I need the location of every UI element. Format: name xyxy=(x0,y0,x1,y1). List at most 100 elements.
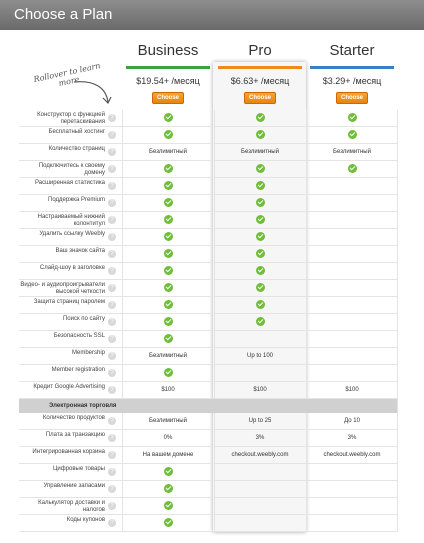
help-icon[interactable]: ? xyxy=(108,434,116,442)
column-divider xyxy=(122,110,123,532)
check-icon xyxy=(163,367,173,377)
help-icon[interactable]: ? xyxy=(108,519,116,527)
check-icon xyxy=(255,231,265,241)
table-row: Плата за транзакцию? 0% 3% 3% xyxy=(19,430,397,447)
plan-price: $19.54+ /месяц xyxy=(136,76,200,86)
help-icon[interactable]: ? xyxy=(108,216,116,224)
help-icon[interactable]: ? xyxy=(108,284,116,292)
help-icon[interactable]: ? xyxy=(108,148,116,156)
help-icon[interactable]: ? xyxy=(108,199,116,207)
check-icon xyxy=(255,197,265,207)
feature-value: Безлимитный xyxy=(149,353,187,359)
table-row: Слайд-шоу в заголовке? xyxy=(19,263,397,280)
help-icon[interactable]: ? xyxy=(108,468,116,476)
feature-value xyxy=(307,195,397,212)
feature-cell xyxy=(307,110,397,127)
feature-cell xyxy=(123,110,213,127)
feature-cell xyxy=(123,314,213,331)
help-icon[interactable]: ? xyxy=(108,267,116,275)
feature-label: Безопасность SSL xyxy=(53,333,105,339)
help-icon[interactable]: ? xyxy=(108,451,116,459)
feature-value xyxy=(215,515,305,532)
feature-label: Слайд-шоу в заголовке xyxy=(39,265,105,271)
feature-cell xyxy=(123,178,213,195)
plan-name: Pro xyxy=(248,42,272,59)
feature-label: Кредит Google Advertising xyxy=(33,384,105,390)
feature-value xyxy=(215,498,305,515)
table-row: Ваш значок сайта? xyxy=(19,246,397,263)
feature-value: 0% xyxy=(163,435,173,441)
feature-cell xyxy=(215,161,305,178)
feature-cell xyxy=(215,212,305,229)
help-icon[interactable]: ? xyxy=(108,335,116,343)
help-icon[interactable]: ? xyxy=(108,233,116,241)
help-icon[interactable]: ? xyxy=(108,502,116,510)
feature-label: Поддержка Premium xyxy=(48,197,105,203)
feature-cell xyxy=(123,464,213,481)
page-title: Choose a Plan xyxy=(14,6,113,23)
help-icon[interactable]: ? xyxy=(108,182,116,190)
check-icon xyxy=(163,197,173,207)
feature-cell xyxy=(123,246,213,263)
check-icon xyxy=(163,483,173,493)
check-icon xyxy=(347,163,357,173)
feature-value xyxy=(307,178,397,195)
plan-name: Business xyxy=(137,42,199,59)
feature-value xyxy=(307,229,397,246)
plan-color-bar xyxy=(126,66,210,69)
plan-price: $3.29+ /месяц xyxy=(322,76,382,86)
feature-value: Up to 100 xyxy=(246,353,274,359)
help-icon[interactable]: ? xyxy=(108,352,116,360)
table-row: Поиск по сайту? xyxy=(19,314,397,331)
help-icon[interactable]: ? xyxy=(108,131,116,139)
table-row: Кредит Google Advertising? $100 $100 $100 xyxy=(19,382,397,399)
feature-cell xyxy=(123,515,213,532)
help-icon[interactable]: ? xyxy=(108,114,116,122)
feature-value: До 10 xyxy=(344,418,360,424)
feature-label: Цифровые товары xyxy=(52,466,105,472)
pro-column-highlight xyxy=(213,62,306,532)
feature-cell xyxy=(123,127,213,144)
help-icon[interactable]: ? xyxy=(108,386,116,394)
table-row: Безопасность SSL? xyxy=(19,331,397,348)
feature-value xyxy=(307,515,397,532)
feature-cell xyxy=(123,263,213,280)
feature-value: $100 xyxy=(345,387,359,393)
check-icon xyxy=(255,163,265,173)
help-icon[interactable]: ? xyxy=(108,301,116,309)
help-icon[interactable]: ? xyxy=(108,485,116,493)
feature-cell xyxy=(215,263,305,280)
feature-value: Безлимитный xyxy=(333,149,371,155)
check-icon xyxy=(255,214,265,224)
choose-business-button[interactable]: Choose xyxy=(152,92,184,104)
check-icon xyxy=(163,466,173,476)
feature-label: Количество страниц xyxy=(48,146,105,152)
plan-price: $6.63+ /месяц xyxy=(230,76,290,86)
choose-starter-button[interactable]: Choose xyxy=(336,92,368,104)
help-icon[interactable]: ? xyxy=(108,369,116,377)
plan-color-bar xyxy=(310,66,394,69)
plan-color-bar xyxy=(218,66,302,69)
feature-value: $100 xyxy=(161,387,175,393)
section-label: Электронная торговля xyxy=(49,403,117,409)
help-icon[interactable]: ? xyxy=(108,250,116,258)
feature-value: checkout.weebly.com xyxy=(231,452,289,458)
help-icon[interactable]: ? xyxy=(108,318,116,326)
table-row: Membership? Безлимитный Up to 100 xyxy=(19,348,397,365)
check-icon xyxy=(163,214,173,224)
feature-value: checkout.weebly.com xyxy=(323,452,381,458)
feature-cell xyxy=(307,161,397,178)
plan-name: Starter xyxy=(329,42,375,59)
help-icon[interactable]: ? xyxy=(108,165,116,173)
table-row: Коды купонов? xyxy=(19,515,397,532)
feature-label: Защита страниц паролем xyxy=(33,299,105,305)
check-icon xyxy=(163,316,173,326)
feature-cell xyxy=(123,195,213,212)
choose-pro-button[interactable]: Choose xyxy=(244,92,276,104)
check-icon xyxy=(347,129,357,139)
feature-value xyxy=(307,263,397,280)
comparison-table: Конструктор с функцией перетаскивания? Бе… xyxy=(19,110,397,532)
feature-cell xyxy=(307,127,397,144)
feature-value: Безлимитный xyxy=(149,149,187,155)
help-icon[interactable]: ? xyxy=(108,417,116,425)
